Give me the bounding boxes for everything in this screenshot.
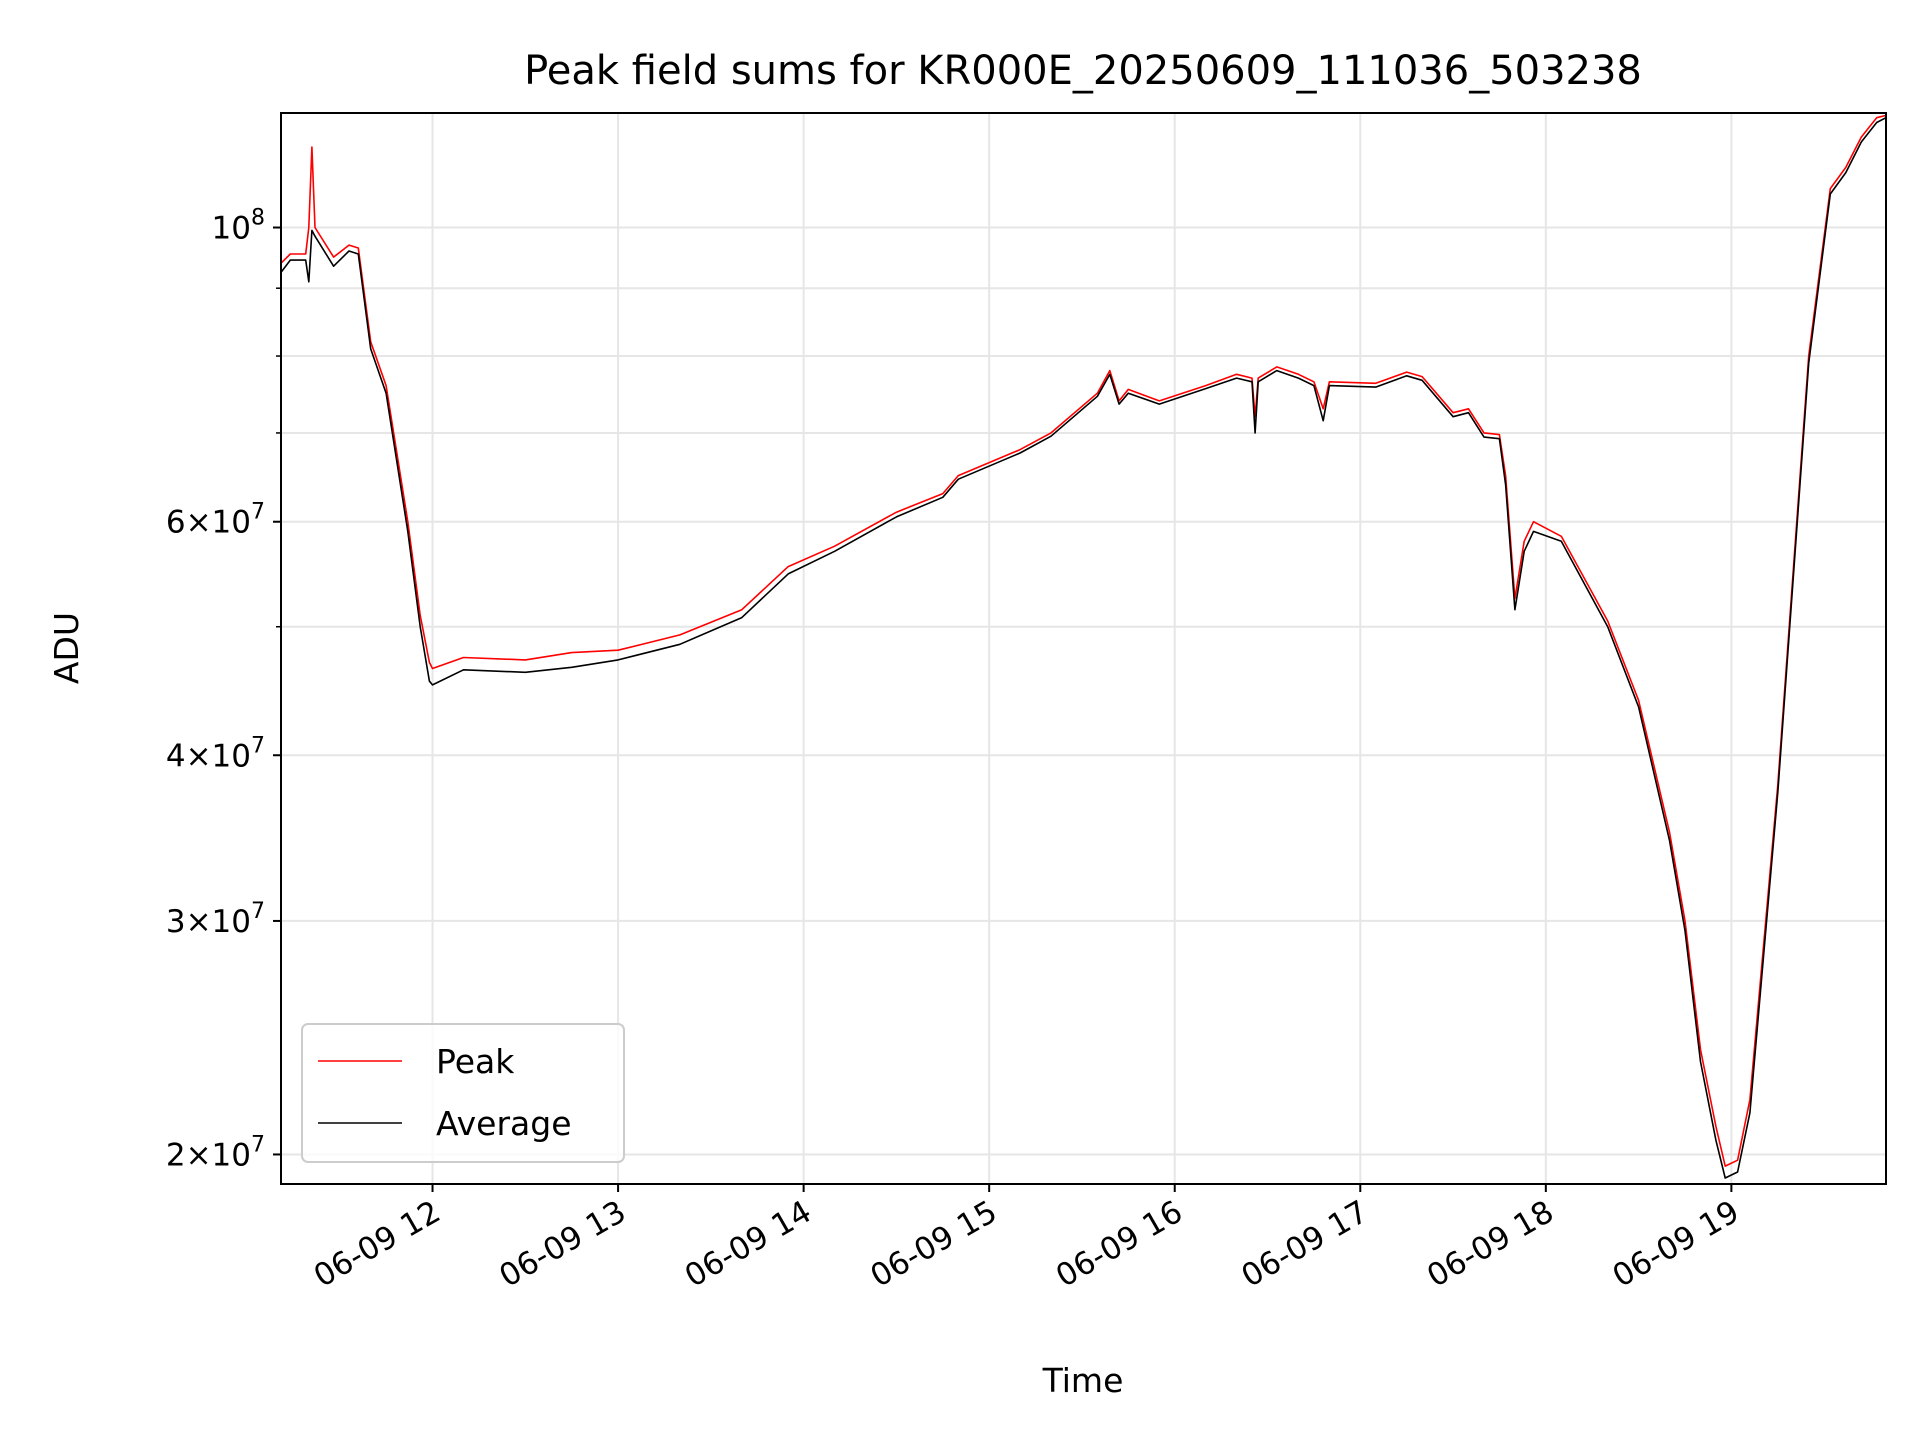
y-tick-label: 4×107 xyxy=(166,733,265,774)
series-layer xyxy=(280,114,1887,1179)
y-axis: 2×107 3×107 4×107 6×107 108 xyxy=(166,206,281,1173)
y-tick-label: 108 xyxy=(212,206,265,247)
x-axis-label: Time xyxy=(1042,1361,1124,1400)
legend: Peak Average xyxy=(301,1023,625,1163)
y-tick-label: 6×107 xyxy=(166,500,265,541)
x-tick-label: 06-09 12 xyxy=(308,1194,447,1295)
y-axis-label: ADU xyxy=(47,612,86,684)
grid-layer xyxy=(281,113,1886,1184)
x-tick-label: 06-09 18 xyxy=(1421,1194,1560,1295)
x-tick-label: 06-09 15 xyxy=(864,1194,1003,1295)
x-tick-label: 06-09 19 xyxy=(1607,1194,1746,1295)
legend-label-peak: Peak xyxy=(436,1042,515,1081)
y-tick-label: 2×107 xyxy=(166,1132,265,1173)
x-tick-label: 06-09 13 xyxy=(493,1194,632,1295)
x-tick-label: 06-09 17 xyxy=(1236,1194,1375,1295)
chart-title: Peak field sums for KR000E_20250609_1110… xyxy=(524,48,1642,94)
series-line-average xyxy=(280,116,1887,1179)
x-tick-label: 06-09 16 xyxy=(1050,1194,1189,1295)
x-axis: 06-09 12 06-09 13 06-09 14 06-09 15 06-09 16… xyxy=(308,1184,1746,1295)
legend-label-average: Average xyxy=(436,1104,572,1143)
legend-box xyxy=(301,1023,625,1163)
plot-frame xyxy=(280,112,1887,1185)
series-line-peak xyxy=(280,114,1887,1167)
x-tick-label: 06-09 14 xyxy=(679,1194,818,1295)
y-tick-label: 3×107 xyxy=(166,899,265,940)
